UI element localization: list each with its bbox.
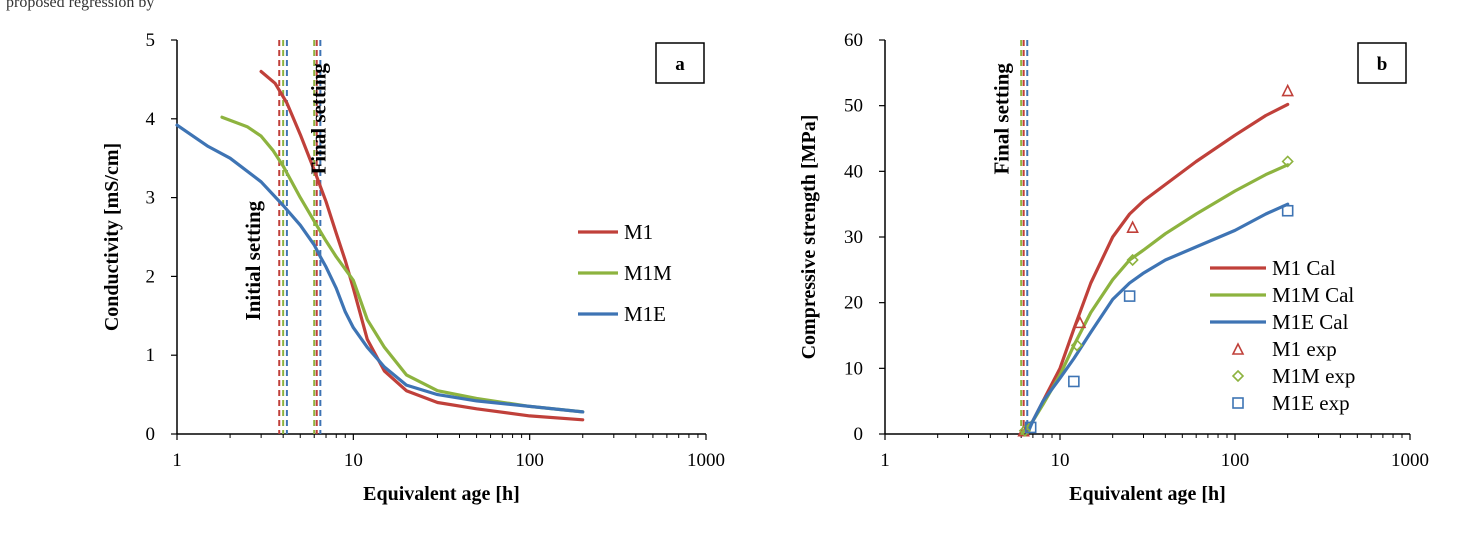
- data-point-diamond: [1126, 253, 1139, 267]
- y-tick-label: 30: [844, 227, 863, 248]
- y-tick-label: 1: [146, 345, 156, 366]
- y-tick-label: 0: [854, 424, 864, 445]
- panel-label: a: [675, 54, 685, 75]
- y-tick-label: 50: [844, 96, 863, 117]
- x-tick-label: 1: [172, 450, 182, 471]
- y-tick-label: 3: [146, 188, 156, 209]
- legend-label: M1E exp: [1272, 391, 1350, 415]
- data-point-square: [1024, 421, 1037, 434]
- legend-label: M1M: [624, 261, 672, 285]
- legend-label: M1M exp: [1272, 364, 1355, 388]
- series-line: [220, 115, 585, 414]
- x-tick-label: 100: [1221, 450, 1250, 471]
- data-point-square: [1281, 204, 1294, 217]
- data-point-diamond: [1018, 424, 1032, 437]
- setting-annotation: Final setting: [990, 63, 1014, 175]
- y-tick-label: 40: [844, 161, 863, 182]
- setting-annotation: Final setting: [306, 63, 330, 175]
- legend-label: M1 Cal: [1272, 256, 1336, 280]
- data-point-triangle: [1073, 315, 1087, 329]
- y-tick-label: 4: [146, 109, 156, 130]
- panel-label-box: [1357, 42, 1407, 84]
- legend-marker-triangle: [1231, 342, 1245, 355]
- legend-label: M1 exp: [1272, 337, 1337, 361]
- legend-label: M1: [624, 220, 653, 244]
- x-axis-label: Equivalent age [h]: [1069, 483, 1226, 505]
- y-axis-label: Compressive strength [MPa]: [798, 115, 820, 360]
- y-tick-label: 20: [844, 293, 863, 314]
- legend-label: M1E Cal: [1272, 310, 1349, 334]
- x-axis-label: Equivalent age [h]: [363, 483, 520, 505]
- x-tick-label: 1000: [1391, 450, 1429, 471]
- series-line: [1025, 202, 1290, 436]
- data-point-diamond: [1281, 155, 1294, 168]
- data-point-square: [1068, 375, 1080, 388]
- data-point-square: [1123, 290, 1136, 302]
- chart-panel-b: 1 10 100 1000 0 10 20 30 40 50 60 Equivalent age [h…: [798, 30, 1429, 505]
- y-tick-label: 2: [146, 266, 156, 287]
- legend-label: M1M Cal: [1272, 283, 1354, 307]
- page-top-text: proposed regression by: [6, 0, 155, 11]
- y-tick-label: 0: [146, 424, 156, 445]
- y-axis-label: Conductivity [mS/cm]: [101, 143, 123, 331]
- x-tick-label: 1000: [687, 450, 725, 471]
- x-tick-label: 100: [515, 450, 544, 471]
- data-point-triangle: [1281, 83, 1294, 97]
- setting-annotation: Initial setting: [241, 200, 265, 320]
- series-line: [1019, 163, 1290, 436]
- y-tick-label: 10: [844, 358, 863, 379]
- x-tick-label: 1: [880, 450, 890, 471]
- legend-label: M1E: [624, 302, 666, 326]
- x-tick-label: 10: [1051, 450, 1070, 471]
- data-point-triangle: [1126, 220, 1139, 233]
- y-tick-label: 5: [146, 30, 156, 51]
- y-tick-label: 60: [844, 30, 863, 51]
- panel-label-box: [655, 42, 705, 84]
- legend-marker-diamond: [1231, 369, 1245, 383]
- panel-label: b: [1377, 54, 1388, 75]
- legend-marker-square: [1232, 397, 1244, 409]
- data-point-diamond: [1070, 339, 1084, 352]
- series-line: [175, 123, 585, 414]
- x-tick-label: 10: [344, 450, 363, 471]
